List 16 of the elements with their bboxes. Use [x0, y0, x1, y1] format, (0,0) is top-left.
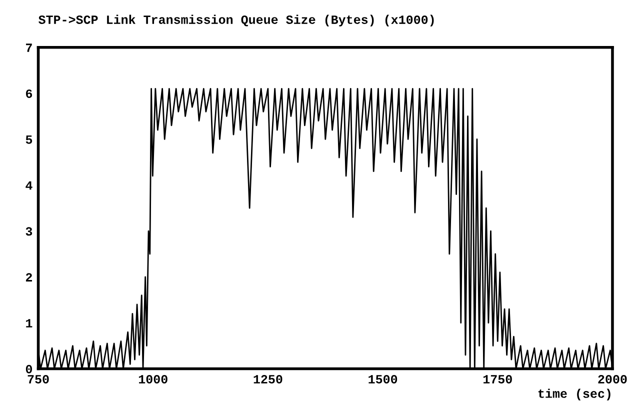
y-tick-label: 7 [26, 44, 32, 52]
x-tick-label: 1500 [368, 374, 398, 384]
x-axis-title: time (sec) [538, 388, 610, 400]
chart-title: STP->SCP Link Transmission Queue Size (Bytes) (x1000) [38, 14, 434, 26]
x-tick-label: 2000 [598, 374, 627, 384]
y-tick-label: 3 [26, 227, 32, 236]
y-tick-label: 2 [26, 273, 32, 282]
x-tick-label: 1250 [254, 374, 282, 384]
y-tick-label: 4 [26, 181, 32, 190]
y-tick-label: 0 [26, 364, 32, 374]
y-tick-label: 1 [26, 319, 32, 328]
x-tick-label: 750 [28, 374, 49, 384]
x-tick-label: 1000 [138, 374, 168, 384]
y-tick-label: 5 [26, 135, 32, 144]
y-tick-label: 6 [26, 89, 32, 98]
x-tick-label: 1750 [483, 374, 512, 384]
